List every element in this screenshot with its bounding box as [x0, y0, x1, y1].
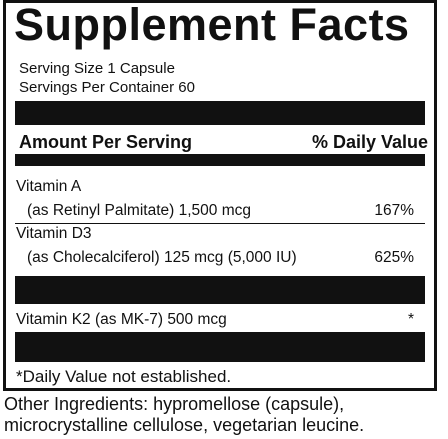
footnote: *Daily Value not established. — [16, 367, 232, 386]
header-divider — [15, 154, 425, 166]
nutrient-detail-vitamin-d3: (as Cholecalciferol) 125 mcg (5,000 IU) — [27, 249, 297, 266]
servings-per-container: Servings Per Container 60 — [19, 79, 195, 96]
panel-title: Supplement Facts — [14, 0, 410, 50]
daily-value-vitamin-k2: * — [407, 311, 414, 328]
daily-value-vitamin-a: 167% — [374, 202, 414, 219]
nutrient-name-vitamin-a: Vitamin A — [16, 178, 82, 195]
row-divider — [15, 223, 425, 224]
nutrient-detail-vitamin-a: (as Retinyl Palmitate) 1,500 mcg — [27, 202, 251, 219]
other-ingredients: Other Ingredients: hypromellose (capsule… — [4, 394, 365, 435]
supplement-facts-panel: Supplement Facts Serving Size 1 Capsule … — [3, 0, 437, 391]
nutrient-name-vitamin-k2: Vitamin K2 (as MK-7) 500 mcg — [16, 311, 227, 328]
daily-value-header: % Daily Value — [311, 132, 428, 152]
thick-divider — [15, 276, 425, 304]
thick-divider — [15, 332, 425, 362]
amount-per-serving-header: Amount Per Serving — [19, 132, 193, 152]
serving-size: Serving Size 1 Capsule — [19, 60, 175, 77]
nutrient-name-vitamin-d3: Vitamin D3 — [16, 225, 92, 242]
thick-divider — [15, 101, 425, 125]
daily-value-vitamin-d3: 625% — [374, 249, 414, 266]
